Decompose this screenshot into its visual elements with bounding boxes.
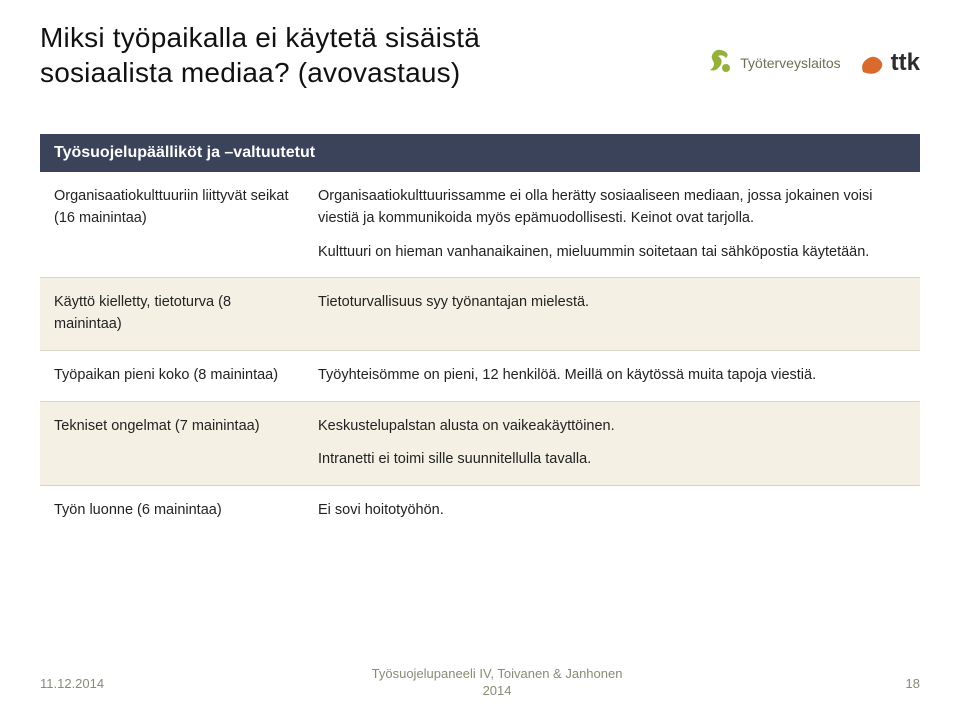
table-row: Käyttö kielletty, tietoturva (8 maininta…	[40, 278, 920, 351]
row-quote: Organisaatiokulttuurissamme ei olla herä…	[304, 172, 920, 278]
footer-source-line2: 2014	[483, 683, 512, 698]
row-category: Tekniset ongelmat (7 mainintaa)	[40, 401, 304, 486]
quote-paragraph: Kulttuuri on hieman vanhanaikainen, miel…	[318, 242, 906, 264]
row-quote: Ei sovi hoitotyöhön.	[304, 486, 920, 536]
table-row: Työpaikan pieni koko (8 mainintaa) Työyh…	[40, 350, 920, 401]
logo-bar: Työterveyslaitos ttk	[704, 48, 920, 78]
footer-date: 11.12.2014	[40, 676, 104, 691]
quote-paragraph: Tietoturvallisuus syy työnantajan mieles…	[318, 292, 906, 314]
row-quote: Tietoturvallisuus syy työnantajan mieles…	[304, 278, 920, 351]
results-table: Työsuojelupäälliköt ja –valtuutetut Orga…	[40, 134, 920, 536]
row-quote: Työyhteisömme on pieni, 12 henkilöä. Mei…	[304, 350, 920, 401]
footer-page-number: 18	[890, 676, 920, 691]
ttk-icon	[859, 50, 885, 76]
table-row: Tekniset ongelmat (7 mainintaa) Keskuste…	[40, 401, 920, 486]
table-container: Työsuojelupäälliköt ja –valtuutetut Orga…	[40, 134, 920, 536]
tyoterveyslaitos-icon	[704, 48, 734, 78]
quote-paragraph: Ei sovi hoitotyöhön.	[318, 500, 906, 522]
row-category: Organisaatiokulttuuriin liittyvät seikat…	[40, 172, 304, 278]
slide: Miksi työpaikalla ei käytetä sisäistä so…	[0, 0, 960, 714]
quote-paragraph: Intranetti ei toimi sille suunnitellulla…	[318, 449, 906, 471]
table-row: Organisaatiokulttuuriin liittyvät seikat…	[40, 172, 920, 278]
title-line-1: Miksi työpaikalla ei käytetä sisäistä	[40, 22, 480, 53]
quote-paragraph: Keskustelupalstan alusta on vaikeakäyttö…	[318, 416, 906, 438]
row-quote: Keskustelupalstan alusta on vaikeakäyttö…	[304, 401, 920, 486]
footer-source-line1: Työsuojelupaneeli IV, Toivanen & Janhone…	[372, 666, 623, 681]
tyoterveyslaitos-logo: Työterveyslaitos	[704, 48, 840, 78]
ttk-logo: ttk	[859, 49, 920, 77]
table-row: Työn luonne (6 mainintaa) Ei sovi hoitot…	[40, 486, 920, 536]
row-category: Työn luonne (6 mainintaa)	[40, 486, 304, 536]
tyoterveyslaitos-text: Työterveyslaitos	[740, 55, 840, 71]
table-body: Organisaatiokulttuuriin liittyvät seikat…	[40, 172, 920, 536]
slide-footer: 11.12.2014 Työsuojelupaneeli IV, Toivane…	[0, 666, 960, 700]
ttk-text: ttk	[891, 49, 920, 77]
title-line-2: sosiaalista mediaa? (avovastaus)	[40, 57, 460, 88]
quote-paragraph: Organisaatiokulttuurissamme ei olla herä…	[318, 186, 906, 230]
row-category: Työpaikan pieni koko (8 mainintaa)	[40, 350, 304, 401]
row-category: Käyttö kielletty, tietoturva (8 maininta…	[40, 278, 304, 351]
table-header: Työsuojelupäälliköt ja –valtuutetut	[40, 134, 920, 172]
quote-paragraph: Työyhteisömme on pieni, 12 henkilöä. Mei…	[318, 365, 906, 387]
footer-center: Työsuojelupaneeli IV, Toivanen & Janhone…	[372, 666, 623, 700]
